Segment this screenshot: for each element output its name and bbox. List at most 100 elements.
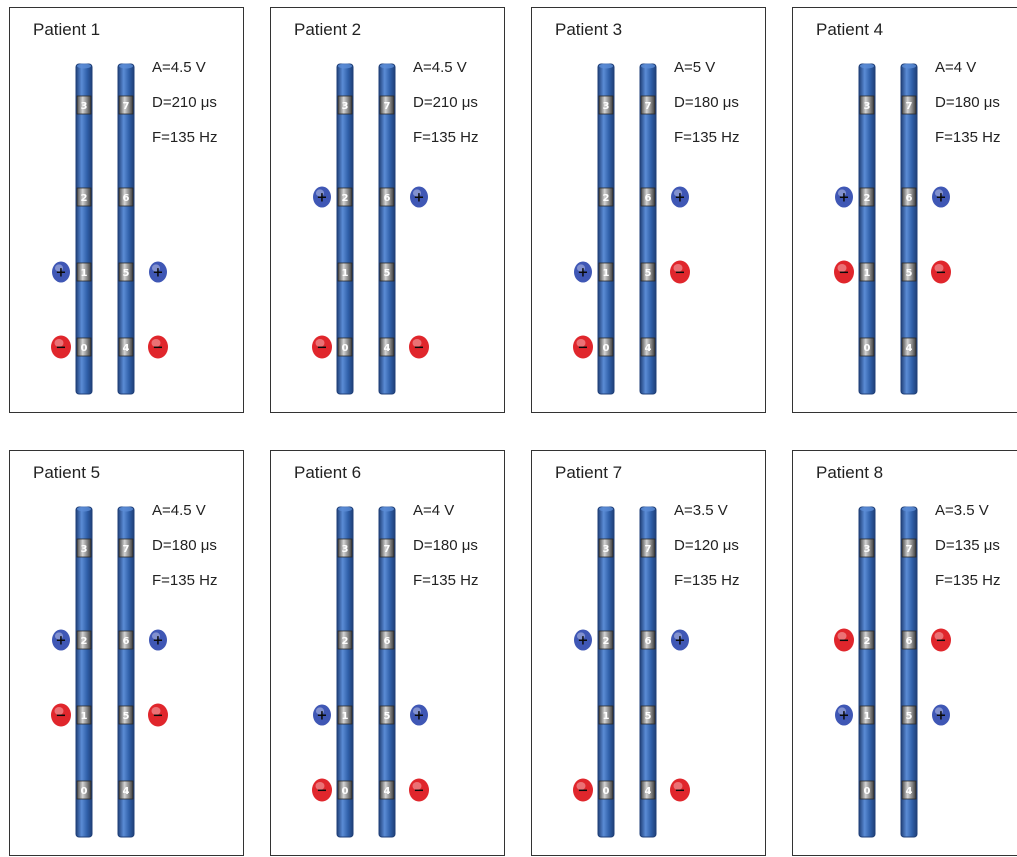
contact-ring	[598, 337, 614, 357]
left-lead: 3 2 1 0 + −	[51, 506, 93, 838]
frequency-value: F=135 Hz	[152, 572, 218, 589]
contact-number: 4	[906, 786, 913, 797]
cathode-marker: −	[409, 778, 429, 802]
contact-number: 7	[906, 544, 913, 555]
contact-ring	[118, 780, 134, 800]
lead-cap	[77, 63, 91, 69]
right-lead: 7 6 5 4 + −	[639, 63, 690, 395]
anode-marker: +	[410, 704, 428, 726]
contact-ring	[76, 95, 92, 115]
contact-number: 7	[123, 101, 130, 112]
contact-ring	[859, 337, 875, 357]
left-lead: 3 2 1 0 + −	[573, 506, 615, 838]
contact-number: 2	[342, 636, 349, 647]
contact-number: 6	[906, 193, 913, 204]
contact-ring	[118, 538, 134, 558]
contact-ring	[901, 538, 917, 558]
contact-ring	[640, 705, 656, 725]
polarity-symbol: +	[578, 266, 589, 281]
contact-ring	[76, 780, 92, 800]
cathode-marker: −	[51, 703, 71, 727]
contact-ring	[76, 337, 92, 357]
contact-ring	[859, 187, 875, 207]
right-lead: 7 6 5 4 + −	[900, 63, 951, 395]
contact-number: 7	[645, 101, 652, 112]
contact-number: 5	[384, 268, 391, 279]
polarity-symbol: +	[839, 191, 850, 206]
contact-ring	[640, 262, 656, 282]
contact-number: 3	[603, 101, 610, 112]
contact-number: 2	[603, 193, 610, 204]
contact-number: 6	[645, 636, 652, 647]
contact-number: 4	[384, 786, 391, 797]
cathode-marker: −	[409, 335, 429, 359]
contact-ring	[118, 262, 134, 282]
pulse-width-value: D=180 μs	[413, 537, 478, 554]
polarity-symbol: −	[153, 709, 164, 724]
contact-ring	[337, 337, 353, 357]
patient-title: Patient 3	[555, 20, 623, 39]
polarity-symbol: +	[936, 191, 947, 206]
anode-marker: +	[671, 629, 689, 651]
cathode-marker: −	[148, 703, 168, 727]
lead-diagram: 3 2 1 0 + − 7 6 5 4 + −	[312, 63, 429, 395]
frequency-value: F=135 Hz	[413, 129, 479, 146]
contact-number: 3	[81, 101, 88, 112]
contact-number: 3	[603, 544, 610, 555]
pulse-width-value: D=210 μs	[152, 94, 217, 111]
anode-marker: +	[52, 261, 70, 283]
contact-number: 2	[342, 193, 349, 204]
cathode-marker: −	[312, 778, 332, 802]
contact-ring	[859, 95, 875, 115]
contact-number: 6	[123, 193, 130, 204]
contact-ring	[901, 187, 917, 207]
lead-cap	[599, 506, 613, 512]
pulse-width-value: D=180 μs	[674, 94, 739, 111]
amplitude-value: A=4.5 V	[152, 59, 206, 76]
polarity-symbol: −	[578, 341, 589, 356]
cathode-marker: −	[931, 628, 951, 652]
contact-number: 4	[645, 786, 652, 797]
contact-number: 2	[864, 193, 871, 204]
anode-marker: +	[932, 704, 950, 726]
patient-panel: Patient 3 A=5 V D=180 μs F=135 Hz 3 2 1 0 + − 7 6 5 4…	[531, 7, 766, 413]
contact-ring	[337, 705, 353, 725]
contact-number: 6	[123, 636, 130, 647]
polarity-symbol: +	[675, 634, 686, 649]
contact-number: 5	[123, 711, 130, 722]
anode-marker: +	[410, 186, 428, 208]
pulse-width-value: D=180 μs	[152, 537, 217, 554]
contact-ring	[901, 337, 917, 357]
patient-title: Patient 7	[555, 463, 623, 482]
cathode-marker: −	[148, 335, 168, 359]
contact-ring	[337, 538, 353, 558]
contact-ring	[379, 262, 395, 282]
contact-number: 3	[864, 544, 871, 555]
polarity-symbol: −	[578, 784, 589, 799]
polarity-symbol: +	[414, 191, 425, 206]
polarity-symbol: −	[317, 341, 328, 356]
contact-ring	[379, 95, 395, 115]
polarity-symbol: −	[839, 634, 850, 649]
contact-ring	[118, 630, 134, 650]
polarity-symbol: −	[56, 341, 67, 356]
patient-panel: Patient 1 A=4.5 V D=210 μs F=135 Hz 3 2 1 0 + − 7 6…	[9, 7, 244, 413]
lead-cap	[380, 63, 394, 69]
contact-ring	[640, 630, 656, 650]
amplitude-value: A=4 V	[935, 59, 977, 76]
cathode-marker: −	[670, 778, 690, 802]
polarity-symbol: −	[153, 341, 164, 356]
contact-ring	[598, 187, 614, 207]
contact-ring	[640, 538, 656, 558]
contact-ring	[901, 95, 917, 115]
contact-number: 5	[906, 711, 913, 722]
contact-ring	[379, 705, 395, 725]
contact-number: 1	[864, 268, 871, 279]
anode-marker: +	[313, 704, 331, 726]
lead-cap	[902, 63, 916, 69]
amplitude-value: A=5 V	[674, 59, 716, 76]
lead-diagram: 3 2 1 0 + − 7 6 5 4 + −	[312, 506, 429, 838]
pulse-width-value: D=180 μs	[935, 94, 1000, 111]
lead-diagram: 3 2 1 0 + − 7 6 5 4 + −	[834, 63, 951, 395]
patient-title: Patient 1	[33, 20, 101, 39]
